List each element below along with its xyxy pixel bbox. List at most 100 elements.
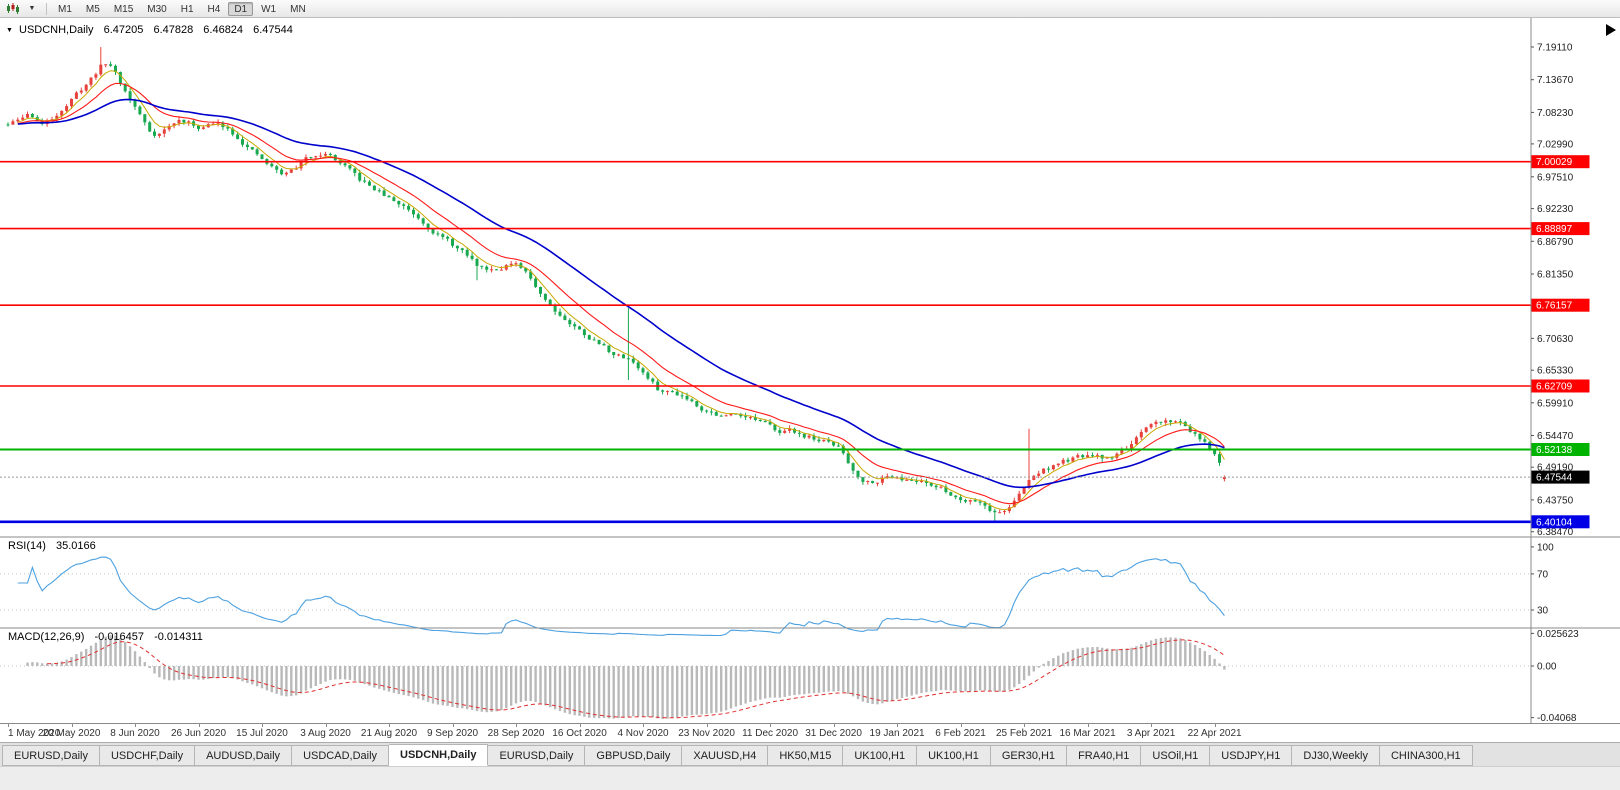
date-tick [960,724,962,727]
svg-text:6.62709: 6.62709 [1536,382,1573,393]
chart-symbol-label: USDCNH,Daily [19,24,94,36]
chart-tab-eurusd-daily[interactable]: EURUSD,Daily [2,745,100,766]
svg-text:0.025623: 0.025623 [1537,629,1579,640]
date-tick [1151,724,1153,727]
chart-area[interactable]: 7.19110 7.13670 7.08230 7.02990 6.97510 6.922… [0,18,1620,723]
date-label: 8 Jun 2020 [110,728,160,739]
chart-tab-usdchf-daily[interactable]: USDCHF,Daily [99,745,196,766]
svg-text:7.19110: 7.19110 [1537,43,1573,54]
chart-tab-uk100-h1[interactable]: UK100,H1 [843,745,918,766]
svg-text:7.00029: 7.00029 [1536,157,1573,168]
macd-indicator-name: MACD(12,26,9) [8,631,85,643]
timeframe-button-h4[interactable]: H4 [207,3,221,15]
chart-tab-xauusd-h4[interactable]: XAUUSD,H4 [682,745,769,766]
date-label: 16 Mar 2021 [1059,728,1116,739]
caret-down-icon[interactable]: ▼ [28,5,36,12]
macd-signal-value: -0.014311 [154,631,203,643]
moving-average-lines [17,70,1225,511]
date-label: 11 Dec 2020 [742,728,799,739]
timeframe-button-d1[interactable]: D1 [228,1,254,16]
toolbar-separator [46,2,47,15]
date-label: 16 Oct 2020 [552,728,607,739]
svg-text:6.47544: 6.47544 [1536,473,1573,484]
chart-open-value: 6.47205 [103,24,144,36]
svg-text:100: 100 [1537,542,1554,553]
chart-tab-gbpusd-daily[interactable]: GBPUSD,Daily [585,745,683,766]
svg-text:6.52138: 6.52138 [1536,445,1573,456]
chart-tabbar: EURUSD,Daily USDCHF,Daily AUDUSD,Daily USDC… [0,742,1620,766]
timeframe-button-mn[interactable]: MN [290,3,306,15]
timeframe-button-m5[interactable]: M5 [85,3,100,15]
chart-tab-china300-h1[interactable]: CHINA300,H1 [1379,745,1473,766]
timeframe-button-m30[interactable]: M30 [147,3,167,15]
date-label: 28 Sep 2020 [487,728,545,739]
date-label: 23 Nov 2020 [678,728,735,739]
svg-text:6.97510: 6.97510 [1537,172,1574,183]
date-tick [1024,724,1026,727]
date-tick [1087,724,1089,727]
scroll-end-marker-icon[interactable] [1606,24,1616,36]
chart-tab-audusd-daily[interactable]: AUDUSD,Daily [195,745,293,766]
date-label: 6 Feb 2021 [935,728,986,739]
date-label: 4 Nov 2020 [617,728,669,739]
candles [6,47,1226,522]
price-axis: 7.19110 7.13670 7.08230 7.02990 6.97510 6.922… [0,18,1620,723]
svg-text:6.49190: 6.49190 [1537,463,1574,474]
macd-main-value: -0.016457 [94,631,145,643]
chart-tab-usdcnh-daily[interactable]: USDCNH,Daily [389,744,489,766]
date-tick [8,724,9,727]
svg-text:6.38470: 6.38470 [1537,527,1574,538]
chart-tab-ger30-h1[interactable]: GER30,H1 [990,745,1068,766]
horizontal-level-lines [0,160,1531,524]
date-tick [770,724,772,727]
svg-text:6.81350: 6.81350 [1537,270,1574,281]
svg-text:30: 30 [1537,606,1549,617]
chart-tab-fra40-h1[interactable]: FRA40,H1 [1067,745,1142,766]
timeframe-button-m15[interactable]: M15 [113,3,134,15]
timeframe-group: M1 M5 M15 M30 H1 H4 D1 W1 MN [52,1,312,16]
chart-tab-eurusd-daily[interactable]: EURUSD,Daily [488,745,586,766]
svg-text:6.43750: 6.43750 [1537,495,1574,506]
chart-tab-uk100-h1[interactable]: UK100,H1 [917,745,991,766]
macd-panel [0,635,1531,719]
candlestick-chart-icon [6,3,19,14]
rsi-indicator-name: RSI(14) [8,540,46,552]
chart-canvas[interactable]: 7.19110 7.13670 7.08230 7.02990 6.97510 6.922… [0,18,1620,723]
date-tick [579,724,581,727]
svg-text:0.00: 0.00 [1537,662,1557,673]
date-tick [452,724,454,727]
date-tick [897,724,899,727]
timeframe-button-h1[interactable]: H1 [180,3,194,15]
chart-low-value: 6.46824 [203,24,244,36]
chart-close-value: 6.47544 [253,24,293,36]
rsi-panel [0,556,1531,637]
date-tick [1214,724,1216,727]
svg-text:6.40104: 6.40104 [1536,517,1573,528]
chart-tab-hk50-m15[interactable]: HK50,M15 [768,745,844,766]
chart-type-icon[interactable] [3,2,21,16]
date-tick [135,724,136,727]
date-label: 9 Sep 2020 [426,728,479,739]
date-axis[interactable]: 1 May 2020 20 May 2020 8 Jun 2020 26 Jun 20… [0,723,1620,742]
date-tick [262,724,264,727]
timeframe-button-m1[interactable]: M1 [58,3,72,15]
date-tick [643,724,645,727]
date-tick [516,724,518,727]
date-tick [71,724,73,727]
timeframe-toolbar: ▼ M1 M5 M15 M30 H1 H4 D1 W1 MN [0,0,1620,18]
bottom-strip [0,766,1620,790]
svg-text:-0.04068: -0.04068 [1537,713,1577,723]
svg-text:70: 70 [1537,569,1549,580]
collapse-chart-icon[interactable]: ▼ [6,27,13,34]
date-label: 15 Jul 2020 [236,728,288,739]
chart-tab-usdjpy-h1[interactable]: USDJPY,H1 [1210,745,1293,766]
timeframe-button-w1[interactable]: W1 [261,3,277,15]
chart-tab-dj30-weekly[interactable]: DJ30,Weekly [1292,745,1380,766]
svg-text:6.70630: 6.70630 [1537,334,1574,345]
date-label: 3 Apr 2021 [1126,728,1176,739]
svg-text:6.92230: 6.92230 [1537,204,1574,215]
chart-tab-usoil-h1[interactable]: USOil,H1 [1141,745,1211,766]
svg-text:6.54470: 6.54470 [1537,431,1574,442]
chart-tab-usdcad-daily[interactable]: USDCAD,Daily [292,745,390,766]
